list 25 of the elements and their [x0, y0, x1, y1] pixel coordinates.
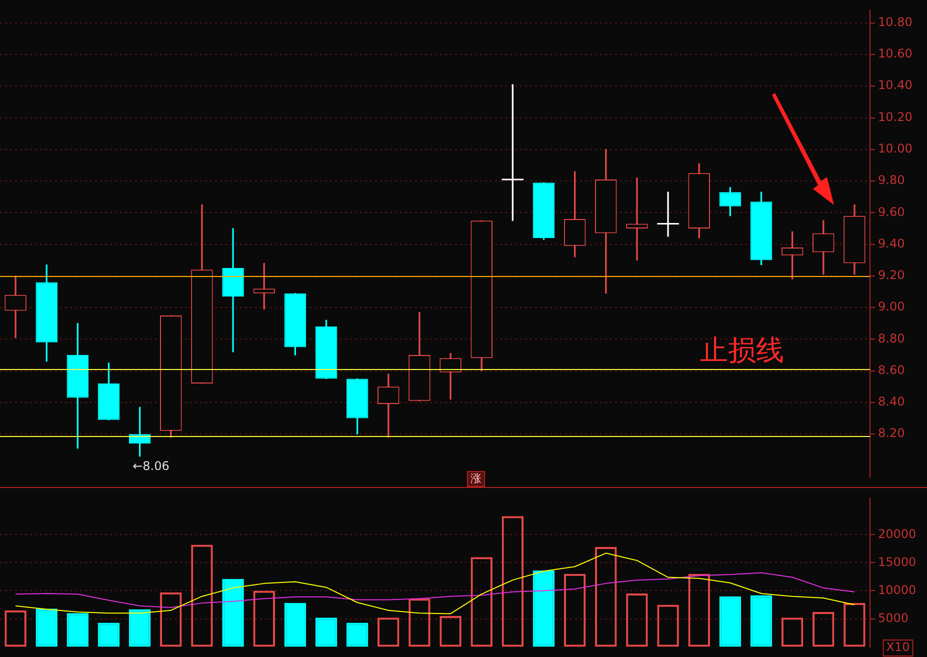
- y-tick-label: 20000: [878, 526, 916, 541]
- y-tick-label: 10.80: [878, 14, 912, 29]
- text: X10: [886, 640, 910, 654]
- y-tick-label: 5000: [878, 610, 909, 625]
- candlestick: [222, 228, 244, 352]
- y-tick-label: 8.20: [878, 426, 905, 440]
- y-tick-label: 9.20: [878, 268, 905, 282]
- y-tick-label: 9.60: [878, 204, 905, 219]
- y-tick-label: 10000: [878, 582, 916, 597]
- annotation: ←8.06: [132, 459, 170, 474]
- y-tick-label: 9.80: [878, 173, 905, 188]
- y-tick-label: 10.60: [878, 46, 912, 61]
- candlestick: [501, 84, 524, 221]
- y-tick-label: 10.00: [878, 142, 912, 156]
- y-tick-label: 10.40: [878, 78, 912, 92]
- annotation: 止损线: [700, 333, 784, 366]
- y-tick-label: 8.80: [878, 331, 905, 346]
- candlestick: [626, 178, 648, 260]
- y-tick-label: 15000: [878, 554, 916, 569]
- y-tick-label: 8.40: [878, 394, 905, 409]
- y-tick-label: 9.40: [878, 236, 905, 250]
- y-tick-label: 10.20: [878, 110, 912, 124]
- y-tick-label: 8.60: [878, 362, 905, 377]
- annotation: 涨: [470, 472, 482, 485]
- y-tick-label: 9.00: [878, 300, 905, 314]
